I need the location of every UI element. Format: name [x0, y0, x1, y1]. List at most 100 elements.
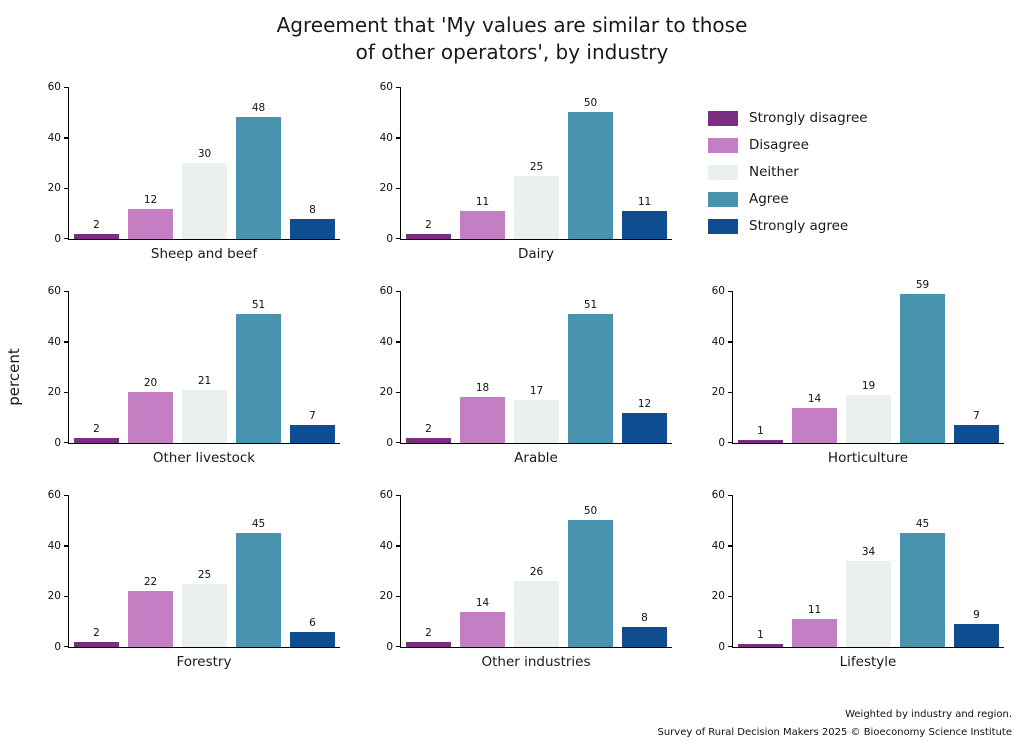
bar-strongly-agree — [954, 425, 999, 443]
bar-value-label: 11 — [475, 196, 490, 209]
y-tick-label: 40 — [379, 131, 393, 144]
bar-group-strongly-disagree: 1 — [738, 629, 783, 647]
bar-strongly-agree — [290, 218, 335, 239]
bar-value-label: 11 — [807, 604, 822, 617]
bar-value-label: 9 — [973, 609, 980, 622]
bar-value-label: 2 — [93, 218, 100, 231]
bar-group-neither: 30 — [182, 148, 227, 239]
bar-value-label: 51 — [583, 298, 598, 311]
bar-disagree — [460, 397, 505, 443]
industry-label: Dairy — [518, 246, 554, 262]
y-tick-mark — [64, 341, 69, 343]
y-tick-label: 40 — [47, 539, 61, 552]
footer-notes: Weighted by industry and region. Survey … — [657, 702, 1012, 738]
bar-value-label: 17 — [529, 384, 544, 397]
bar-group-neither: 19 — [846, 380, 891, 443]
bar-value-label: 45 — [251, 518, 266, 530]
bar-value-label: 25 — [197, 568, 212, 581]
y-tick-label: 20 — [379, 590, 393, 603]
bars-container: 2 12 30 48 8 — [69, 88, 340, 239]
bar-value-label: 1 — [757, 425, 764, 438]
y-tick-label: 60 — [711, 489, 725, 501]
industry-label: Horticulture — [827, 450, 909, 466]
bar-strongly-agree — [290, 631, 335, 647]
bar-group-neither: 25 — [514, 161, 559, 239]
bar-neither — [182, 389, 227, 443]
y-tick-mark — [396, 391, 401, 394]
bar-neither — [514, 399, 559, 443]
bar-disagree — [128, 591, 173, 647]
bar-group-neither: 26 — [514, 566, 559, 647]
bar-value-label: 18 — [475, 382, 490, 395]
panel-row-3: 0 20 40 60 2 22 25 45 6 Forestry 0 20 40 60 2 14 26 50 8 O… — [38, 489, 1008, 670]
bar-group-strongly-agree: 6 — [290, 617, 335, 647]
bar-value-label: 8 — [641, 611, 648, 624]
bar-group-strongly-disagree: 2 — [406, 423, 451, 443]
bar-value-label: 12 — [637, 397, 652, 410]
y-tick-mark — [728, 645, 733, 647]
bar-value-label: 1 — [757, 629, 764, 642]
legend-label: Neither — [749, 164, 799, 180]
y-tick-label: 20 — [47, 182, 61, 195]
chart-panel-other-livestock: 0 20 40 60 2 20 21 51 7 Other livestock — [38, 285, 344, 466]
bar-agree — [900, 293, 945, 443]
y-tick-label: 20 — [379, 386, 393, 399]
footer-note-source: Survey of Rural Decision Makers 2025 © B… — [657, 727, 1012, 738]
chart-title-line1: Agreement that 'My values are similar to… — [276, 13, 748, 37]
bar-group-agree: 50 — [568, 97, 613, 239]
y-tick-mark — [396, 187, 401, 190]
y-tick-mark — [396, 595, 401, 598]
y-tick-label: 20 — [47, 386, 61, 399]
panel-grid: 0 20 40 60 2 12 30 48 8 Sheep and beef 0 20 40 60 2 11… — [38, 81, 1008, 700]
y-tick-label: 0 — [386, 437, 393, 449]
industry-label: Arable — [514, 450, 558, 466]
y-tick-mark — [396, 494, 401, 496]
bars-container: 2 20 21 51 7 — [69, 292, 340, 443]
plot-area: 0 20 40 60 2 14 26 50 8 — [380, 489, 672, 653]
y-tick-mark — [728, 290, 733, 292]
y-tick-mark — [64, 237, 69, 239]
y-tick-mark — [64, 86, 69, 88]
y-tick-mark — [728, 391, 733, 394]
bar-value-label: 21 — [197, 374, 212, 387]
bar-agree — [236, 313, 281, 443]
bar-group-agree: 51 — [568, 299, 613, 443]
bar-group-agree: 48 — [236, 102, 281, 239]
chart-panel-forestry: 0 20 40 60 2 22 25 45 6 Forestry — [38, 489, 344, 670]
bar-value-label: 19 — [861, 379, 876, 392]
y-tick-mark — [64, 595, 69, 598]
bar-value-label: 7 — [309, 410, 316, 423]
bar-group-strongly-agree: 8 — [290, 204, 335, 239]
legend-swatch-strongly-agree — [708, 218, 738, 234]
bar-disagree — [792, 619, 837, 647]
chart-panel-arable: 0 20 40 60 2 18 17 51 12 Arable — [370, 285, 676, 466]
bar-group-disagree: 14 — [792, 393, 837, 443]
legend-item-strongly-disagree: Strongly disagree — [708, 110, 1008, 126]
bar-group-strongly-agree: 7 — [954, 410, 999, 443]
bar-group-strongly-agree: 9 — [954, 609, 999, 647]
bar-value-label: 2 — [93, 422, 100, 435]
bar-value-label: 2 — [425, 626, 432, 639]
bar-value-label: 11 — [637, 196, 652, 209]
bar-group-neither: 17 — [514, 385, 559, 443]
bar-value-label: 14 — [807, 392, 822, 405]
bar-group-strongly-disagree: 2 — [74, 423, 119, 443]
y-tick-label: 20 — [47, 590, 61, 603]
panel-row-1: 0 20 40 60 2 12 30 48 8 Sheep and beef 0 20 40 60 2 11… — [38, 81, 1008, 262]
bar-value-label: 22 — [143, 576, 158, 589]
bar-group-agree: 51 — [236, 299, 281, 443]
bar-agree — [568, 313, 613, 443]
bar-value-label: 6 — [309, 616, 316, 629]
chart-title: Agreement that 'My values are similar to… — [0, 0, 1024, 66]
bar-group-disagree: 11 — [460, 196, 505, 239]
legend-swatch-disagree — [708, 137, 738, 153]
legend-label: Strongly disagree — [749, 110, 868, 126]
y-tick-label: 0 — [54, 437, 61, 449]
legend-label: Strongly agree — [749, 218, 849, 234]
y-tick-label: 60 — [379, 81, 393, 93]
y-tick-label: 0 — [386, 233, 393, 245]
legend-swatch-neither — [708, 164, 738, 180]
bars-container: 2 11 25 50 11 — [401, 88, 672, 239]
y-tick-mark — [396, 441, 401, 443]
bar-neither — [846, 394, 891, 443]
